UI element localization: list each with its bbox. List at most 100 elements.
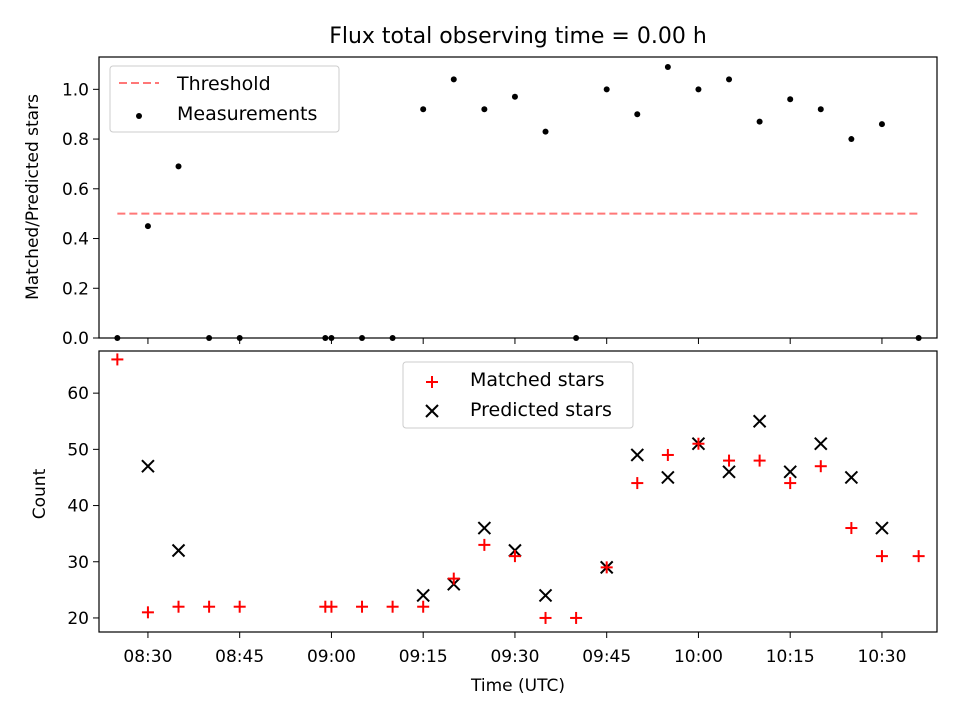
matched-point	[661, 448, 674, 461]
bottom-y-tick-label: 50	[67, 440, 89, 460]
matched-point	[325, 600, 338, 613]
matched-point	[203, 600, 216, 613]
measurements-legend-marker	[136, 113, 142, 119]
measurement-point	[848, 136, 855, 143]
bottom-legend: Matched stars Predicted stars	[402, 361, 634, 429]
matched-legend-marker	[426, 376, 438, 388]
bottom-plot-frame	[98, 350, 938, 633]
top-y-tick-label: 0.8	[62, 130, 89, 150]
bottom-y-tick-label: 60	[67, 384, 89, 404]
matched-point	[508, 550, 521, 563]
predicted-legend-label: Predicted stars	[470, 399, 612, 421]
measurement-point	[359, 335, 366, 341]
x-tick-label: 08:45	[215, 647, 264, 667]
matched-point	[539, 611, 552, 624]
bottom-x-axis: 08:30 08:45 09:00 09:15 09:30 09:45 10:00 10:15…	[123, 632, 906, 667]
measurement-point	[322, 335, 329, 341]
measurement-point	[389, 335, 396, 341]
matched-point	[912, 550, 925, 563]
predicted-point	[416, 588, 430, 603]
bottom-panel: 20 30 40 50 60 08:30 08:45 09:00 09:15 09:30 09:4…	[30, 350, 938, 696]
matched-point	[845, 522, 858, 535]
matched-point	[631, 477, 644, 490]
measurement-point	[634, 111, 641, 118]
bottom-y-axis-label: Count	[30, 468, 50, 519]
predicted-point	[722, 465, 736, 479]
measurement-point	[328, 335, 335, 341]
top-y-tick-label: 1.0	[62, 80, 89, 100]
bottom-marks	[111, 353, 925, 624]
x-tick-label: 10:00	[674, 647, 723, 667]
measurement-point	[664, 63, 671, 70]
predicted-point	[752, 414, 767, 428]
measurement-point	[206, 335, 213, 341]
x-tick-label: 09:15	[399, 647, 448, 667]
measurement-point	[175, 163, 182, 170]
matched-point	[172, 600, 185, 613]
matched-point	[356, 600, 369, 613]
top-y-tick-label: 0.4	[62, 230, 89, 250]
matched-point	[600, 561, 613, 574]
predicted-point	[783, 465, 797, 479]
matched-point	[111, 353, 124, 366]
matched-point	[753, 454, 766, 467]
matched-legend-label: Matched stars	[470, 369, 604, 391]
matched-point	[692, 437, 705, 450]
threshold-legend-label: Threshold	[176, 73, 271, 95]
predicted-point	[171, 543, 186, 558]
x-tick-label: 08:30	[123, 647, 172, 667]
top-y-tick-label: 0.0	[62, 329, 89, 349]
measurement-point	[450, 76, 457, 83]
x-tick-label: 09:30	[490, 647, 539, 667]
measurement-point	[542, 128, 549, 135]
top-marks	[114, 63, 922, 341]
measurement-point	[420, 106, 427, 113]
predicted-point	[630, 448, 644, 462]
x-tick-label: 09:00	[307, 647, 356, 667]
matched-point	[814, 460, 827, 473]
matched-point	[570, 611, 583, 624]
matched-point	[141, 606, 154, 619]
predicted-point	[844, 470, 859, 485]
predicted-point	[538, 588, 553, 603]
top-legend-box	[109, 65, 340, 133]
measurement-point	[114, 335, 121, 341]
matched-point	[875, 550, 888, 563]
measurement-point	[726, 76, 733, 83]
top-y-tick-label: 0.6	[62, 180, 89, 200]
top-legend: Threshold Measurements	[109, 65, 340, 133]
predicted-point	[477, 521, 492, 535]
matched-point	[478, 538, 491, 551]
bottom-y-tick-label: 40	[67, 497, 89, 517]
measurement-point	[144, 223, 151, 230]
measurement-point	[603, 86, 610, 93]
top-y-axis-label: Matched/Predicted stars	[23, 94, 43, 300]
predicted-point	[875, 521, 889, 535]
measurement-point	[878, 121, 885, 128]
measurement-point	[573, 335, 580, 341]
measurement-point	[787, 96, 794, 103]
matched-point	[447, 572, 460, 585]
bottom-y-axis: 20 30 40 50 60	[67, 384, 99, 629]
top-y-axis: 0.0 0.2 0.4 0.6 0.8 1.0	[62, 80, 99, 349]
matched-point	[386, 600, 399, 613]
top-panel: 0.0 0.2 0.4 0.6 0.8 1.0 Matched/Predicted sta…	[23, 56, 938, 349]
x-tick-label: 10:30	[857, 647, 906, 667]
top-x-ticks	[147, 338, 883, 344]
bottom-y-tick-label: 30	[67, 553, 89, 573]
x-tick-label: 10:15	[766, 647, 815, 667]
predicted-point	[141, 459, 155, 473]
bottom-legend-box	[402, 361, 634, 429]
top-y-tick-label: 0.2	[62, 279, 89, 299]
predicted-legend-marker	[425, 404, 439, 418]
bottom-y-tick-label: 20	[67, 609, 89, 629]
predicted-point	[661, 470, 675, 485]
x-axis-label: Time (UTC)	[470, 676, 565, 696]
predicted-point	[814, 437, 828, 451]
matched-point	[784, 477, 797, 490]
measurement-point	[756, 118, 763, 125]
measurement-point	[511, 93, 518, 100]
measurement-point	[817, 106, 824, 113]
measurements-legend-label: Measurements	[177, 103, 317, 125]
